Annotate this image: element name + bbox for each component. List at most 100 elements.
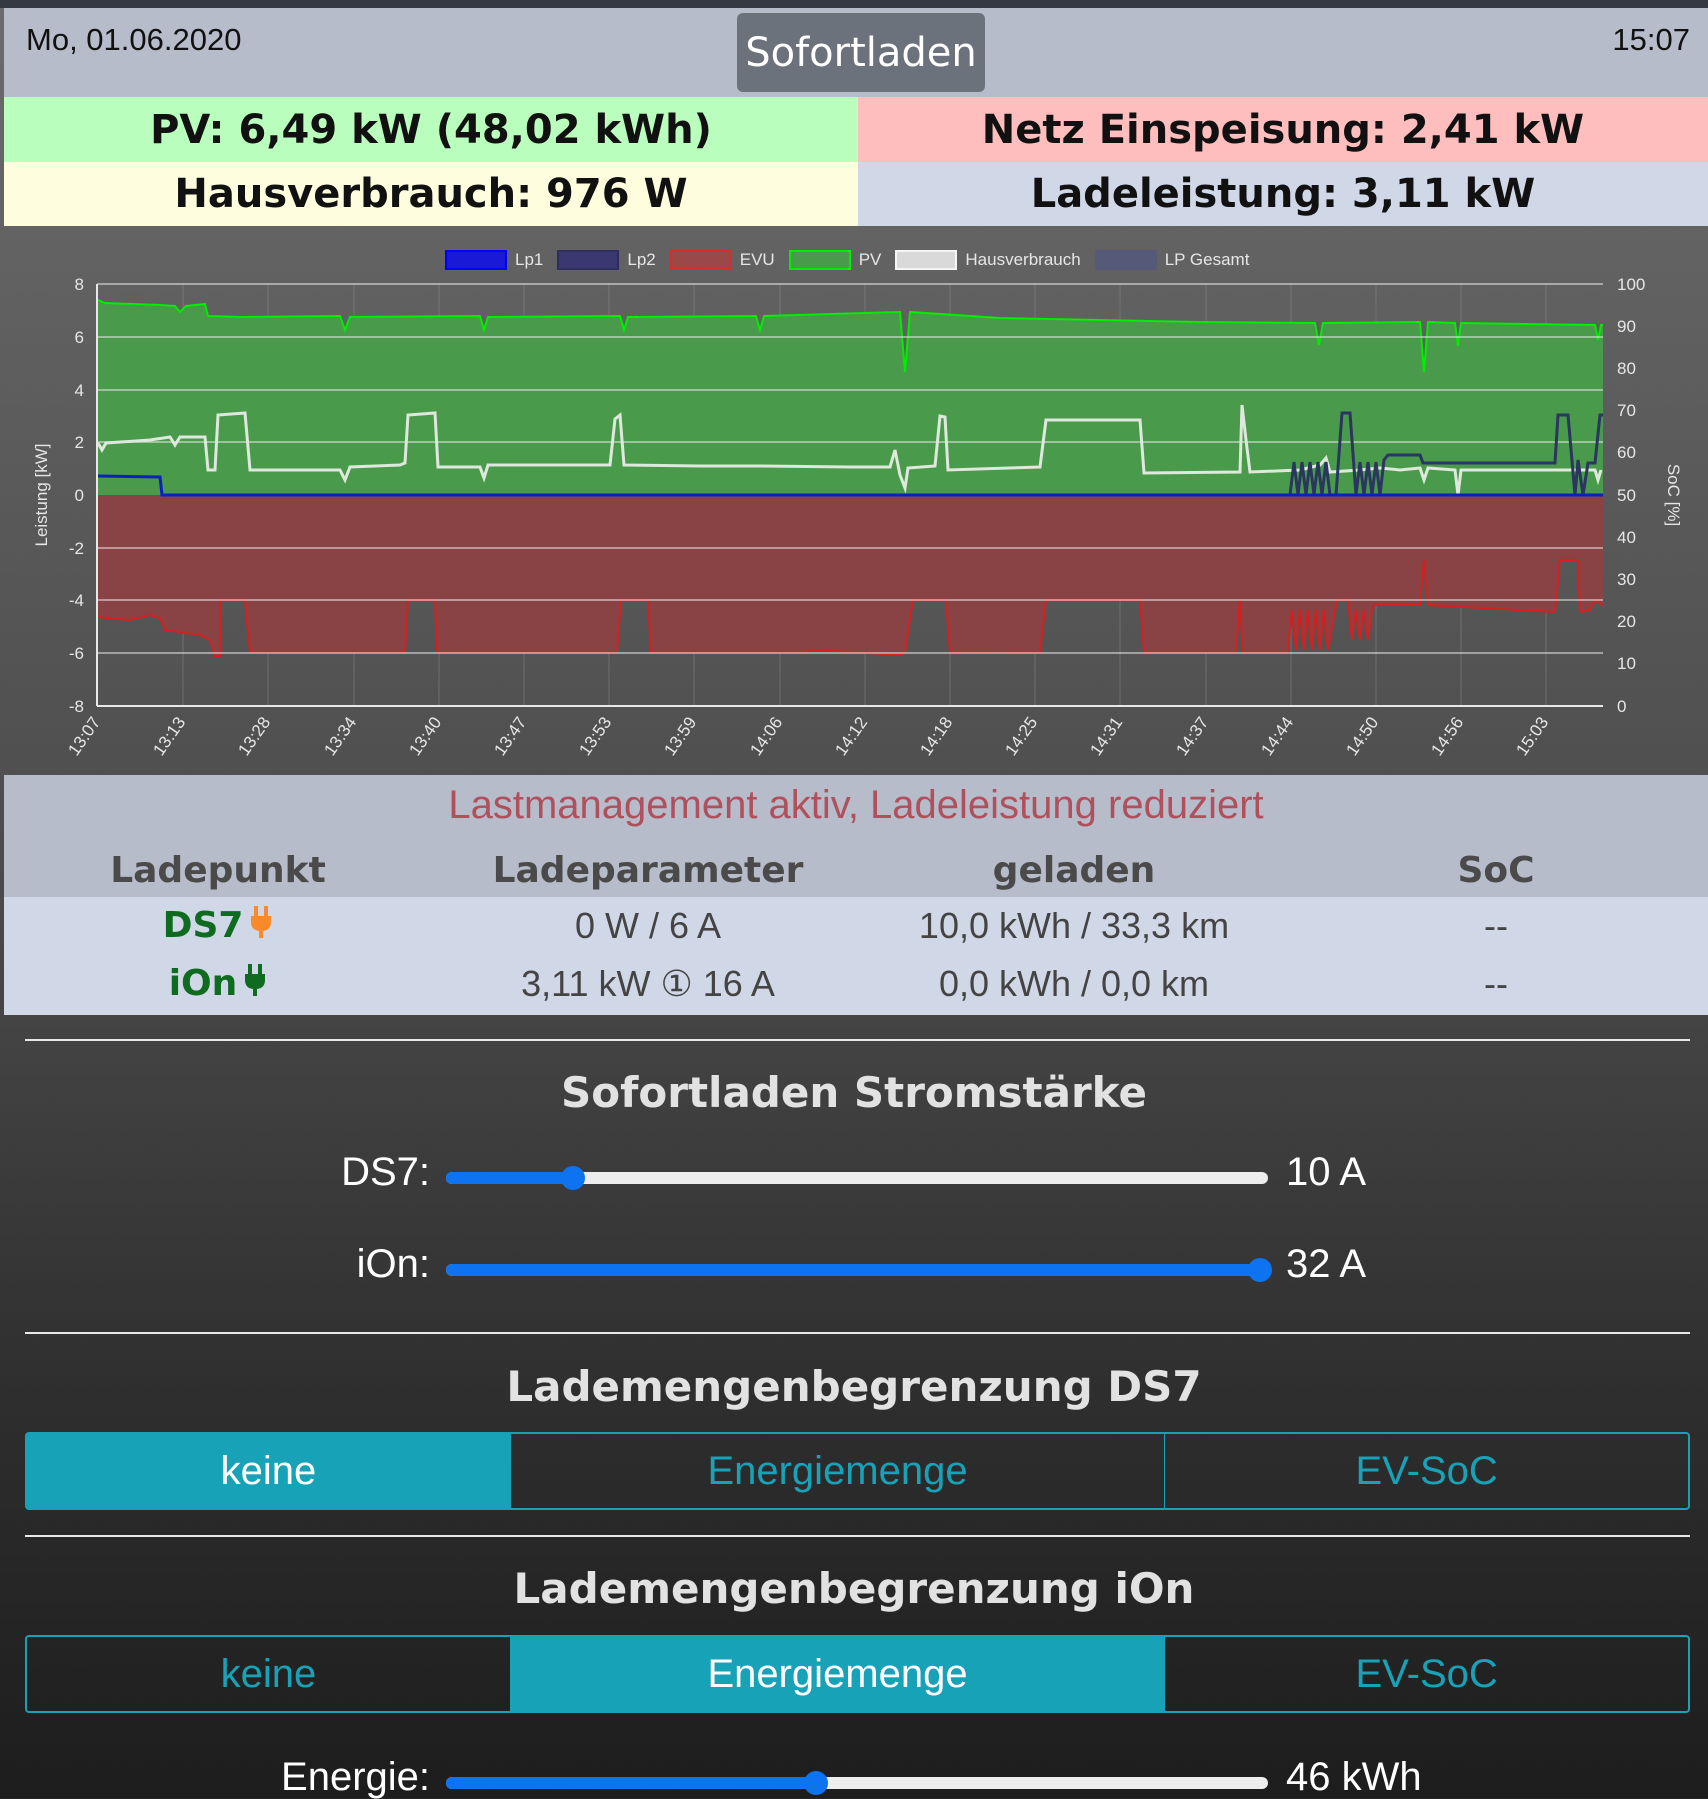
lp-name: iOn — [168, 963, 238, 1004]
svg-text:4: 4 — [75, 381, 84, 400]
slider-fill — [446, 1777, 816, 1789]
table-header: Ladepunkt Ladeparameter geladen SoC — [4, 845, 1708, 897]
svg-text:60: 60 — [1617, 443, 1636, 462]
lp1-line — [97, 474, 1603, 497]
lp-params: 0 W / 6 A — [574, 905, 722, 946]
ion-energy-slider-row: Energie: 46 kWh — [0, 1751, 1708, 1799]
svg-text:30: 30 — [1617, 570, 1636, 589]
top-strip — [0, 0, 1708, 8]
svg-text:6: 6 — [75, 328, 84, 347]
svg-text:13:47: 13:47 — [490, 713, 530, 759]
svg-text:100: 100 — [1617, 275, 1645, 294]
svg-text:-4: -4 — [69, 591, 84, 610]
svg-text:90: 90 — [1617, 317, 1636, 336]
slider-fill — [446, 1172, 573, 1184]
ds7-current-slider[interactable] — [446, 1166, 1268, 1190]
pv-line — [97, 299, 1603, 373]
svg-text:13:07: 13:07 — [64, 713, 104, 759]
legend-lp-gesamt[interactable]: LP Gesamt — [1094, 250, 1249, 270]
svg-text:14:37: 14:37 — [1172, 713, 1212, 759]
header-bar: Mo, 01.06.2020 Sofortladen 15:07 — [4, 8, 1708, 97]
table-row: iOn 3,11 kW ① 16 A 0,0 kWh / 0,0 km -- — [4, 955, 1708, 1013]
svg-text:70: 70 — [1617, 401, 1636, 420]
svg-text:14:31: 14:31 — [1086, 713, 1126, 759]
charge-point-status: Lastmanagement aktiv, Ladeleistung reduz… — [4, 775, 1708, 1015]
svg-text:40: 40 — [1617, 528, 1636, 547]
table-row: DS7 0 W / 6 A 10,0 kWh / 33,3 km -- — [4, 897, 1708, 955]
ds7-slider-value: 10 A — [1286, 1150, 1367, 1194]
limit-ds7-button-group: keine Energiemenge EV-SoC — [25, 1432, 1690, 1510]
table-body: DS7 0 W / 6 A 10,0 kWh / 33,3 km -- iOn … — [4, 897, 1708, 1015]
limit-ds7-energiemenge-button[interactable]: Energiemenge — [511, 1434, 1166, 1508]
slider-thumb[interactable] — [560, 1166, 585, 1190]
limit-ds7-keine-button[interactable]: keine — [27, 1434, 511, 1508]
limit-ion-button-group: keine Energiemenge EV-SoC — [25, 1635, 1690, 1713]
ion-slider-label: iOn: — [356, 1242, 430, 1286]
ion-current-slider[interactable] — [446, 1258, 1272, 1282]
ds7-slider-label: DS7: — [341, 1150, 430, 1194]
limit-ion-keine-button[interactable]: keine — [27, 1637, 511, 1711]
energy-slider-label: Energie: — [281, 1755, 430, 1799]
col-geladen: geladen — [992, 850, 1156, 891]
lp2-line — [1288, 411, 1603, 497]
svg-text:15:03: 15:03 — [1512, 713, 1552, 759]
lp-soc: -- — [1484, 905, 1508, 946]
svg-text:-2: -2 — [69, 539, 84, 558]
legend-evu[interactable]: EVU — [669, 250, 775, 270]
limit-ds7-title: Lademengenbegrenzung DS7 — [506, 1362, 1202, 1411]
plug-icon — [249, 898, 273, 956]
lp-name-cell: DS7 — [4, 897, 432, 956]
slider-thumb[interactable] — [803, 1771, 828, 1795]
svg-text:0: 0 — [1617, 697, 1626, 716]
grid-feed-in: Netz Einspeisung: 2,41 kW — [858, 97, 1708, 162]
divider — [25, 1535, 1690, 1537]
svg-text:20: 20 — [1617, 612, 1636, 631]
svg-text:80: 80 — [1617, 359, 1636, 378]
power-summary: PV: 6,49 kW (48,02 kWh) Netz Einspeisung… — [4, 97, 1708, 226]
svg-text:2: 2 — [75, 433, 84, 452]
svg-text:13:13: 13:13 — [149, 713, 189, 759]
ds7-current-slider-row: DS7: 10 A — [0, 1146, 1708, 1206]
ion-current-slider-row: iOn: 32 A — [0, 1238, 1708, 1298]
svg-text:13:40: 13:40 — [405, 713, 445, 759]
svg-text:10: 10 — [1617, 654, 1636, 673]
divider — [25, 1039, 1690, 1041]
lp-charged: 0,0 kWh / 0,0 km — [938, 963, 1210, 1004]
house-consumption: Hausverbrauch: 976 W — [4, 162, 858, 226]
pv-area — [98, 300, 1603, 495]
svg-text:-8: -8 — [69, 697, 84, 716]
svg-text:13:28: 13:28 — [234, 713, 274, 759]
svg-text:8: 8 — [75, 275, 84, 294]
svg-text:13:34: 13:34 — [320, 713, 360, 759]
svg-text:14:25: 14:25 — [1001, 713, 1041, 759]
svg-text:14:06: 14:06 — [746, 713, 786, 759]
charging-power: Ladeleistung: 3,11 kW — [858, 162, 1708, 226]
lp-name-cell: iOn — [4, 955, 432, 1014]
energy-slider-value: 46 kWh — [1286, 1755, 1422, 1799]
y-axis-right-label: SoC [%] — [1664, 464, 1683, 526]
evu-area — [98, 495, 1603, 656]
svg-text:-6: -6 — [69, 644, 84, 663]
load-management-warning: Lastmanagement aktiv, Ladeleistung reduz… — [448, 783, 1264, 827]
date-label: Mo, 01.06.2020 — [26, 22, 242, 57]
legend-lp2[interactable]: Lp2 — [557, 250, 656, 270]
legend-pv[interactable]: PV — [788, 250, 881, 270]
y-axis-left-label: Leistung [kW] — [32, 444, 51, 547]
legend-lp1[interactable]: Lp1 — [445, 250, 543, 270]
limit-ds7-evsoc-button[interactable]: EV-SoC — [1355, 1448, 1498, 1493]
evu-line — [97, 559, 1604, 657]
charge-mode-button[interactable]: Sofortladen — [737, 13, 985, 92]
ion-energy-slider[interactable] — [446, 1771, 1268, 1795]
plug-icon — [243, 956, 267, 1014]
slider-thumb[interactable] — [1247, 1258, 1272, 1282]
divider — [25, 1332, 1690, 1334]
ion-slider-value: 32 A — [1286, 1242, 1367, 1286]
legend-hausverbrauch[interactable]: Hausverbrauch — [895, 250, 1081, 270]
limit-ion-evsoc-button[interactable]: EV-SoC — [1355, 1651, 1498, 1696]
sofortladen-title: Sofortladen Stromstärke — [561, 1068, 1147, 1117]
limit-ion-energiemenge-button[interactable]: Energiemenge — [510, 1637, 1166, 1711]
svg-text:0: 0 — [75, 486, 84, 505]
lp-soc: -- — [1484, 963, 1508, 1004]
